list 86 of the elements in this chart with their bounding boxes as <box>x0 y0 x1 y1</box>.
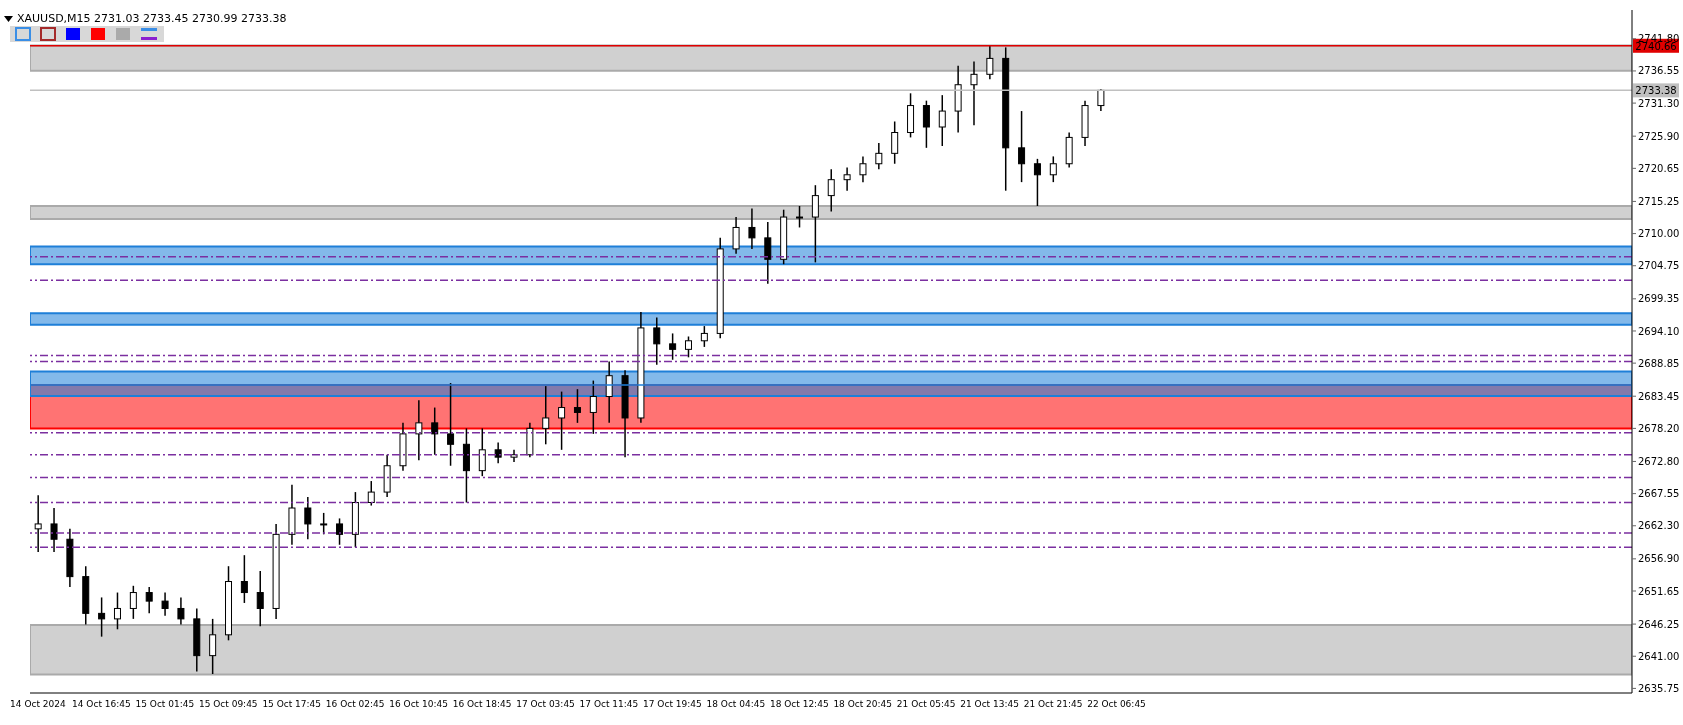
y-tick-label: 2656.90 <box>1638 553 1680 565</box>
y-tick-label: 2672.80 <box>1638 456 1680 467</box>
candlestick <box>98 596 106 638</box>
y-tick-label: 2715.25 <box>1638 195 1680 207</box>
x-tick-label: 17 Oct 11:45 <box>579 699 639 710</box>
y-tick-label: 2704.75 <box>1638 260 1680 272</box>
candlestick <box>938 94 946 147</box>
candlestick <box>843 166 851 192</box>
x-tick-label: 14 Oct 16:45 <box>72 699 131 710</box>
candlestick <box>367 480 375 507</box>
y-tick-label: 2720.65 <box>1638 162 1680 174</box>
x-tick-label: 15 Oct 01:45 <box>135 699 195 710</box>
y-tick-label: 2678.20 <box>1638 422 1680 434</box>
y-tick-label: 2736.55 <box>1638 65 1680 77</box>
x-tick-label: 18 Oct 20:45 <box>833 699 893 710</box>
candlestick <box>1033 158 1041 207</box>
x-tick-label: 16 Oct 18:45 <box>452 699 512 710</box>
candlestick <box>811 184 819 264</box>
candlestick <box>1097 88 1105 112</box>
ref-line-label: 2733.38 <box>1635 85 1677 97</box>
y-tick-label: 2725.90 <box>1638 130 1680 142</box>
candlestick <box>605 360 613 424</box>
candlestick <box>1018 110 1026 183</box>
candlestick <box>827 168 835 213</box>
candlestick <box>129 585 137 620</box>
y-tick-label: 2651.65 <box>1638 585 1680 597</box>
candlestick <box>1049 155 1057 183</box>
y-tick-label: 2662.30 <box>1638 520 1680 532</box>
candlestick <box>50 507 58 553</box>
x-tick-label: 18 Oct 12:45 <box>769 699 829 710</box>
candlestick <box>922 99 930 149</box>
candlestick <box>732 216 740 255</box>
y-tick-label: 2710.00 <box>1638 228 1680 240</box>
candlestick <box>478 427 486 477</box>
x-tick-label: 21 Oct 13:45 <box>960 699 1019 710</box>
x-tick-label: 17 Oct 19:45 <box>643 699 702 710</box>
candlestick <box>240 554 248 604</box>
y-tick-label: 2731.30 <box>1638 97 1680 109</box>
x-tick-label: 16 Oct 10:45 <box>389 699 448 710</box>
y-tick-label: 2641.00 <box>1638 650 1680 662</box>
x-tick-label: 16 Oct 02:45 <box>325 699 385 710</box>
candlestick <box>573 388 581 424</box>
candlestick <box>796 205 804 229</box>
chart-title: XAUUSD,M15 2731.03 2733.45 2730.99 2733.38 <box>17 12 287 25</box>
x-tick-label: 17 Oct 03:45 <box>516 699 575 710</box>
y-tick-label: 2688.85 <box>1638 357 1680 369</box>
candlestick <box>669 332 677 361</box>
candlestick <box>558 390 566 451</box>
candlestick <box>34 494 42 553</box>
y-tick-label: 2635.75 <box>1638 682 1680 694</box>
candlestick <box>304 496 312 540</box>
candlestick <box>447 382 455 467</box>
candlestick <box>684 335 692 359</box>
candlestick <box>494 441 502 465</box>
x-tick-label: 21 Oct 21:45 <box>1023 699 1083 710</box>
candlestick <box>891 120 899 165</box>
y-tick-label: 2646.25 <box>1638 618 1680 630</box>
y-tick-label: 2699.35 <box>1638 293 1680 305</box>
candlestick <box>542 385 550 446</box>
candlestick <box>336 517 344 546</box>
candlestick <box>748 207 756 250</box>
candlestick <box>431 406 439 456</box>
x-tick-label: 22 Oct 06:45 <box>1087 699 1146 710</box>
candlestick <box>875 142 883 171</box>
candlestick <box>653 316 661 366</box>
candlestick <box>970 60 978 126</box>
candlestick <box>764 221 772 285</box>
x-tick-label: 21 Oct 05:45 <box>896 699 956 710</box>
candlestick <box>859 155 867 183</box>
y-tick-label: 2694.10 <box>1638 325 1680 337</box>
y-tick-label: 2683.45 <box>1638 390 1680 402</box>
candlestick <box>161 591 169 617</box>
candlestick <box>415 399 423 461</box>
candlestick <box>113 591 121 631</box>
y-tick-label: 2667.55 <box>1638 488 1680 500</box>
x-tick-label: 15 Oct 09:45 <box>198 699 258 710</box>
candlestick <box>209 618 217 675</box>
x-tick-label: 18 Oct 04:45 <box>706 699 766 710</box>
candlestick <box>145 586 153 615</box>
candlestick <box>177 596 185 626</box>
candlestick <box>700 325 708 348</box>
candlestick <box>986 44 994 80</box>
candlestick <box>589 379 597 435</box>
x-tick-label: 14 Oct 2024 <box>10 699 67 710</box>
candlestick <box>256 570 264 627</box>
x-tick-label: 15 Oct 17:45 <box>262 699 322 710</box>
